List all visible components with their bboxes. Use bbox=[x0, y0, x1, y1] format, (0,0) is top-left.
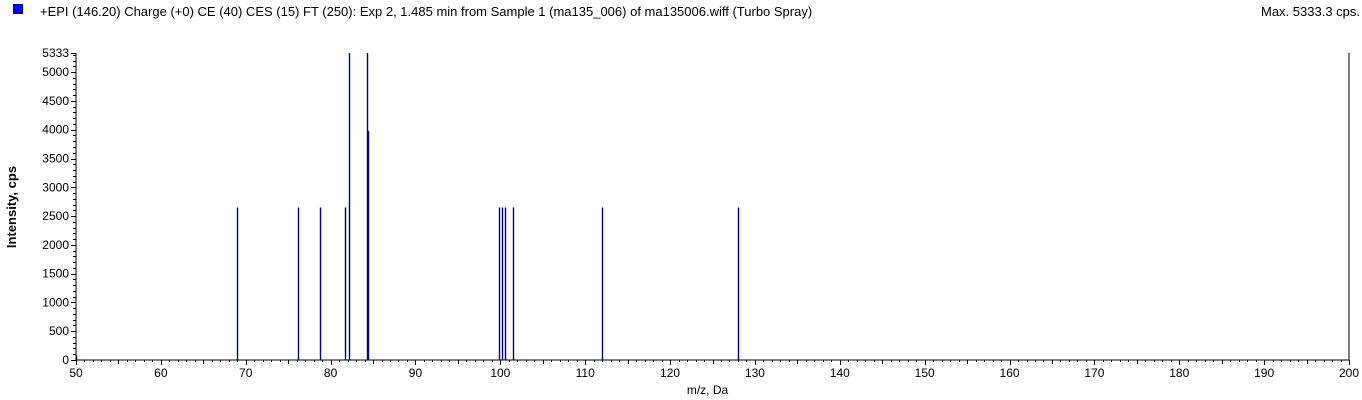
x-axis-label: m/z, Da bbox=[687, 383, 729, 397]
x-axis: 50 60 70 80 90 100 110 120 130 140 150 160 170 180 190… bbox=[69, 360, 1359, 380]
y-tick-label: 4500 bbox=[42, 94, 69, 108]
x-tick-label: 170 bbox=[1084, 366, 1104, 380]
max-intensity-label: Max. 5333.3 cps. bbox=[1261, 4, 1360, 19]
x-tick-label: 80 bbox=[324, 366, 338, 380]
x-tick-label: 140 bbox=[830, 366, 850, 380]
x-tick-label: 190 bbox=[1254, 366, 1274, 380]
x-tick-label: 100 bbox=[490, 366, 510, 380]
peaks-group bbox=[75, 53, 740, 360]
y-tick-label: 5333 bbox=[42, 46, 69, 60]
y-tick-label: 4000 bbox=[42, 123, 69, 137]
x-tick-label: 120 bbox=[660, 366, 680, 380]
y-tick-label: 0 bbox=[62, 353, 69, 367]
x-tick-label: 50 bbox=[69, 366, 83, 380]
y-tick-label: 5000 bbox=[42, 65, 69, 79]
y-tick-label: 3500 bbox=[42, 152, 69, 166]
y-axis-label: Intensity, cps bbox=[4, 166, 19, 248]
plot-frame bbox=[75, 53, 1350, 361]
y-tick-label: 2000 bbox=[42, 238, 69, 252]
y-axis: 0 500 1000 1500 2000 2500 3000 3500 4000 4500 5000… bbox=[42, 46, 76, 367]
x-tick-label: 60 bbox=[154, 366, 168, 380]
x-tick-label: 150 bbox=[915, 366, 935, 380]
x-tick-label: 200 bbox=[1339, 366, 1359, 380]
y-tick-label: 1500 bbox=[42, 267, 69, 281]
x-tick-label: 160 bbox=[1000, 366, 1020, 380]
y-tick-label: 2500 bbox=[42, 209, 69, 223]
legend-swatch bbox=[13, 4, 23, 14]
y-tick-label: 1000 bbox=[42, 295, 69, 309]
y-tick-label: 500 bbox=[49, 324, 69, 338]
y-tick-label: 3000 bbox=[42, 180, 69, 194]
x-tick-label: 90 bbox=[409, 366, 423, 380]
x-tick-label: 70 bbox=[239, 366, 253, 380]
x-tick-label: 130 bbox=[745, 366, 765, 380]
x-tick-label: 110 bbox=[576, 366, 595, 380]
x-tick-label: 180 bbox=[1169, 366, 1189, 380]
spectrum-title: +EPI (146.20) Charge (+0) CE (40) CES (1… bbox=[40, 4, 813, 19]
